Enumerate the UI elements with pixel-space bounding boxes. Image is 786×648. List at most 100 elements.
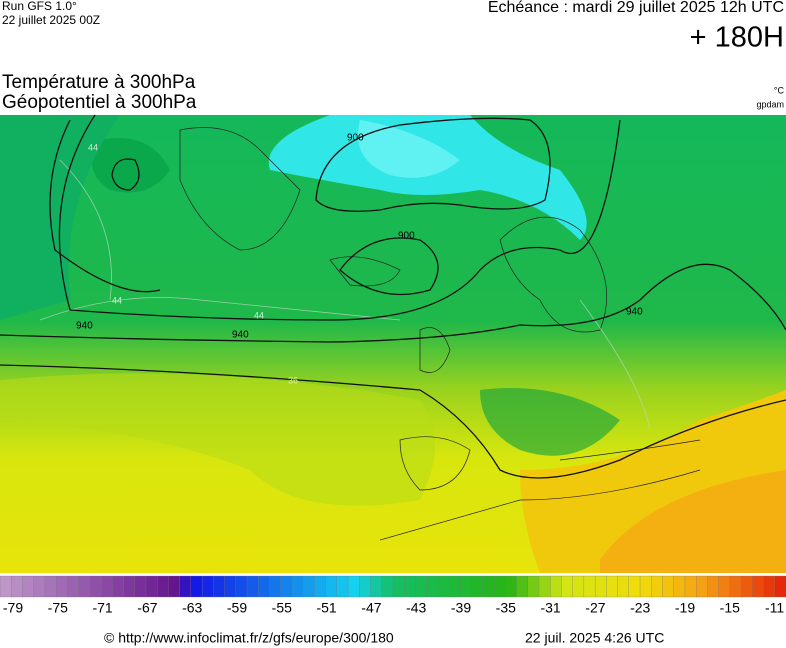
colorbar-swatch [617, 575, 630, 598]
colorbar-label: -19 [675, 600, 695, 616]
colorbar-swatch [752, 575, 764, 598]
colorbar-swatch [718, 575, 731, 598]
colorbar-swatch [112, 575, 124, 598]
colorbar-swatch [190, 575, 203, 598]
cold-area [480, 388, 620, 456]
colorbar-swatch [11, 575, 23, 598]
coastline [179, 127, 701, 541]
colorbar-label: -63 [182, 600, 202, 616]
colorbar-swatch [448, 575, 461, 598]
unit-geopotential: gpdam [756, 99, 784, 109]
colorbar-swatch [763, 575, 776, 598]
geopotential-contour [58, 114, 621, 321]
geopotential-contour [0, 263, 786, 343]
colorbar-swatch [482, 575, 495, 598]
colorbar-swatch [404, 575, 416, 598]
colorbar-swatch [370, 575, 383, 598]
colorbar-label: -43 [406, 600, 426, 616]
colorbar-swatch [235, 575, 248, 598]
cold-area [268, 115, 587, 240]
contour-label: 44 [254, 310, 264, 320]
colorbar-swatch [774, 575, 786, 598]
cold-core [358, 120, 460, 178]
contour-label: 940 [626, 307, 643, 318]
colorbar-swatch [583, 575, 596, 598]
colorbar-label: -15 [720, 600, 740, 616]
colorbar [0, 575, 786, 598]
contour-label: 44 [88, 142, 98, 152]
colorbar-label: -11 [765, 600, 784, 616]
colorbar-swatch [673, 575, 686, 598]
colorbar-swatch [44, 575, 57, 598]
colorbar-swatch [145, 575, 158, 598]
colorbar-swatch [55, 575, 68, 598]
geopotential-contour [49, 119, 161, 293]
contour-label: 900 [347, 133, 364, 144]
colorbar-label: -47 [361, 600, 381, 616]
colorbar-swatch [246, 575, 259, 598]
colorbar-swatch [89, 575, 102, 598]
colorbar-swatch [269, 575, 282, 598]
field-geopotential: Géopotentiel à 300hPa [2, 92, 197, 113]
cold-area [92, 138, 170, 193]
colorbar-swatch [415, 575, 428, 598]
colorbar-swatch [134, 575, 147, 598]
model-label: Run GFS 1.0° [2, 0, 77, 13]
colorbar-swatch [314, 575, 327, 598]
colorbar-label: -75 [48, 600, 68, 616]
colorbar-swatch [213, 575, 226, 598]
colorbar-swatch [168, 575, 181, 598]
colorbar-swatch [662, 575, 675, 598]
colorbar-swatch [684, 575, 697, 598]
colorbar-swatch [381, 575, 394, 598]
colorbar-swatch [606, 575, 619, 598]
colorbar-label: -39 [451, 600, 471, 616]
colorbar-swatch [123, 575, 136, 598]
colorbar-swatch [303, 575, 315, 598]
geopotential-contour [0, 364, 786, 479]
colorbar-label: -79 [3, 600, 23, 616]
colorbar-swatch [561, 575, 574, 598]
colorbar-swatch [437, 575, 450, 598]
colorbar-swatch [100, 575, 113, 598]
contour-label: 36 [288, 375, 298, 385]
colorbar-swatch [33, 575, 46, 598]
colorbar-swatch [426, 575, 439, 598]
generated-time: 22 juil. 2025 4:26 UTC [525, 630, 664, 646]
colorbar-swatch [651, 575, 663, 598]
colorbar-swatch [572, 575, 585, 598]
colorbar-swatch [359, 575, 371, 598]
colorbar-swatch [67, 575, 80, 598]
colorbar-swatch [325, 575, 338, 598]
colorbar-swatch [157, 575, 169, 598]
colorbar-swatch [538, 575, 551, 598]
colorbar-swatch [258, 575, 270, 598]
colorbar-swatch [527, 575, 540, 598]
run-label: 22 juillet 2025 00Z [2, 13, 100, 27]
valid-time: Echéance : mardi 29 juillet 2025 12h UTC [488, 0, 784, 16]
isotherm [39, 159, 651, 431]
colorbar-swatch [740, 575, 753, 598]
contour-label: 44 [112, 295, 122, 305]
colorbar-swatch [347, 575, 360, 598]
unit-temperature: °C [774, 85, 785, 95]
colorbar-swatch [628, 575, 641, 598]
colorbar-label: -59 [227, 600, 247, 616]
colorbar-swatch [460, 575, 473, 598]
lead-time: + 180H [690, 22, 784, 54]
geopotential-contour [315, 117, 551, 212]
colorbar-swatch [729, 575, 742, 598]
colorbar-swatch [707, 575, 720, 598]
colorbar-swatch [280, 575, 293, 598]
colorbar-swatch [78, 575, 91, 598]
colorbar-swatch [505, 575, 517, 598]
colorbar-swatch [516, 575, 529, 598]
contour-label: 900 [398, 231, 415, 242]
geopotential-contour [339, 237, 439, 296]
colorbar-label: -71 [92, 600, 112, 616]
warm-area [600, 470, 786, 573]
contour-label: 940 [232, 330, 249, 341]
colorbar-label: -27 [585, 600, 605, 616]
colorbar-label: -31 [540, 600, 560, 616]
colorbar-swatch [594, 575, 607, 598]
